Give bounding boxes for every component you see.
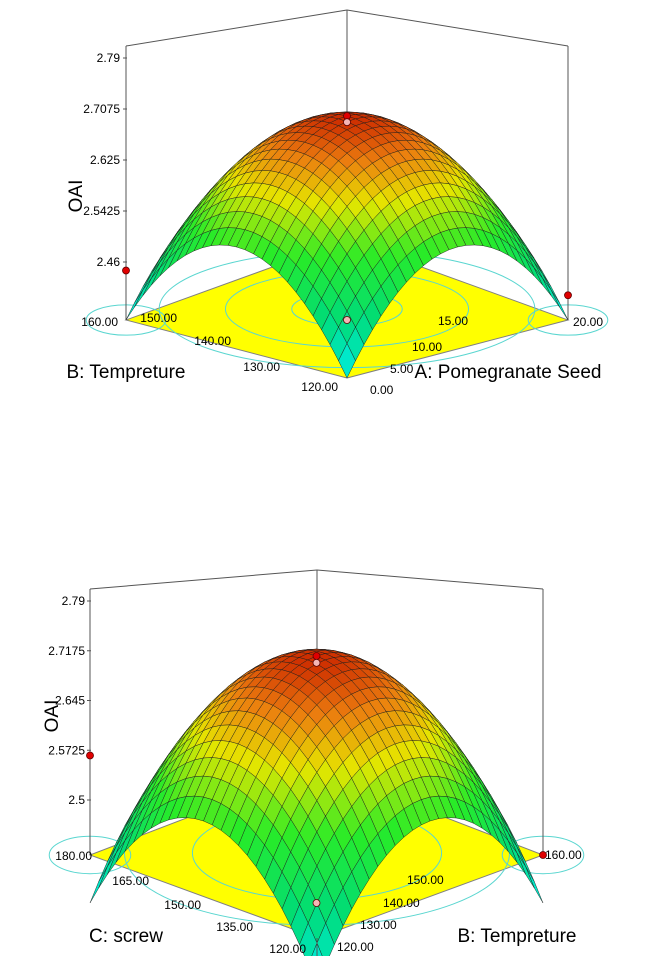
surface-cell (89, 866, 108, 904)
x-axis-title: A: Pomegranate Seed (415, 362, 602, 383)
x-tick-label: 5.00 (390, 362, 414, 376)
frame-line (346, 9, 569, 47)
x-tick-label: 140.00 (383, 896, 420, 910)
design-point (312, 658, 321, 667)
y-axis-title: B: Tempreture (67, 362, 186, 383)
x-tick-label: 120.00 (337, 940, 374, 954)
x-tick-label: 0.00 (370, 383, 394, 397)
design-point (312, 652, 321, 660)
surface-chart-2: 2.79 2.7175 2.645 2.5725 2.5 OAI 120.00 130.00 1… (42, 569, 585, 961)
z-tick-label: 2.7075 (83, 102, 120, 116)
x-tick-label: 130.00 (360, 918, 397, 932)
y-tick-label: 140.00 (194, 334, 231, 348)
z-tick-label: 2.625 (90, 153, 120, 167)
design-point (343, 316, 351, 324)
design-point (86, 751, 94, 760)
z-tick-label: 2.5725 (48, 743, 85, 757)
y-tick-label: 150.00 (164, 898, 201, 912)
design-point (312, 899, 321, 907)
frame-line (125, 9, 348, 47)
x-tick-label: 150.00 (407, 873, 444, 887)
y-tick-label: 135.00 (216, 920, 253, 934)
y-tick-label: 150.00 (140, 311, 177, 325)
z-tick-label: 2.7175 (48, 644, 85, 658)
frame-line (89, 569, 318, 590)
x-tick-label: 10.00 (412, 340, 442, 354)
y-tick-label: 180.00 (55, 849, 92, 863)
x-axis-title: B: Tempreture (458, 926, 577, 947)
z-tick-label: 2.645 (55, 694, 85, 708)
surface-cell (542, 278, 560, 308)
frame-line (316, 569, 544, 590)
response-surface (89, 648, 544, 961)
y-tick-label: 120.00 (269, 942, 306, 956)
x-tick-label: 20.00 (573, 315, 603, 329)
surface-cell (338, 342, 356, 379)
z-tick-label: 2.46 (97, 255, 121, 269)
y-tick-label: 160.00 (81, 315, 118, 329)
x-tick-label: 15.00 (438, 314, 468, 328)
y-axis-title: C: screw (89, 926, 163, 947)
z-tick-label: 2.79 (62, 594, 86, 608)
z-tick-label: 2.5425 (83, 204, 120, 218)
z-axis-title: OAI (66, 180, 87, 213)
y-tick-label: 130.00 (243, 360, 280, 374)
design-point (539, 851, 547, 859)
response-surface (125, 111, 569, 379)
surface-chart-1: 2.79 2.7075 2.625 2.5425 2.46 OAI 0.00 5.00 10.0… (66, 9, 609, 397)
x-tick-label: 160.00 (545, 848, 582, 862)
z-tick-label: 2.79 (97, 51, 121, 65)
design-point (343, 118, 351, 127)
z-tick-label: 2.5 (68, 793, 85, 807)
design-point (122, 266, 130, 275)
design-point (564, 291, 572, 300)
y-tick-label: 165.00 (112, 874, 149, 888)
surface-cell (134, 278, 152, 308)
y-tick-label: 120.00 (301, 380, 338, 394)
z-axis-title: OAI (42, 700, 63, 733)
surface-cell (525, 866, 544, 904)
